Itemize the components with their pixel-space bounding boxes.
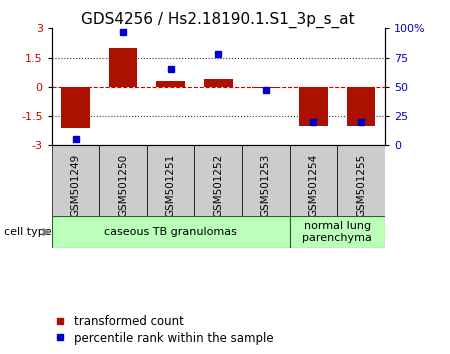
- Text: GSM501253: GSM501253: [261, 154, 271, 217]
- Text: GSM501251: GSM501251: [166, 154, 176, 217]
- Bar: [242, 145, 290, 216]
- Legend: transformed count, percentile rank within the sample: transformed count, percentile rank withi…: [55, 315, 274, 344]
- Bar: [109, 48, 137, 87]
- Text: GSM501250: GSM501250: [118, 154, 128, 217]
- Text: GSM501254: GSM501254: [308, 154, 319, 217]
- Bar: [346, 87, 375, 126]
- Bar: [157, 81, 185, 87]
- Bar: [290, 145, 337, 216]
- Text: cell type: cell type: [4, 227, 56, 237]
- Bar: [290, 216, 385, 248]
- Bar: [252, 87, 280, 88]
- Text: ▶: ▶: [43, 227, 51, 237]
- Bar: [147, 145, 194, 216]
- Title: GDS4256 / Hs2.18190.1.S1_3p_s_at: GDS4256 / Hs2.18190.1.S1_3p_s_at: [81, 12, 355, 28]
- Bar: [337, 145, 385, 216]
- Text: normal lung
parenchyma: normal lung parenchyma: [302, 221, 372, 243]
- Bar: [204, 79, 233, 87]
- Text: GSM501252: GSM501252: [213, 154, 223, 217]
- Bar: [99, 145, 147, 216]
- Text: GSM501249: GSM501249: [71, 154, 81, 217]
- Bar: [194, 145, 242, 216]
- Bar: [61, 87, 90, 127]
- Bar: [299, 87, 328, 126]
- Bar: [52, 145, 99, 216]
- Text: GSM501255: GSM501255: [356, 154, 366, 217]
- Text: caseous TB granulomas: caseous TB granulomas: [104, 227, 237, 237]
- Bar: [52, 216, 290, 248]
